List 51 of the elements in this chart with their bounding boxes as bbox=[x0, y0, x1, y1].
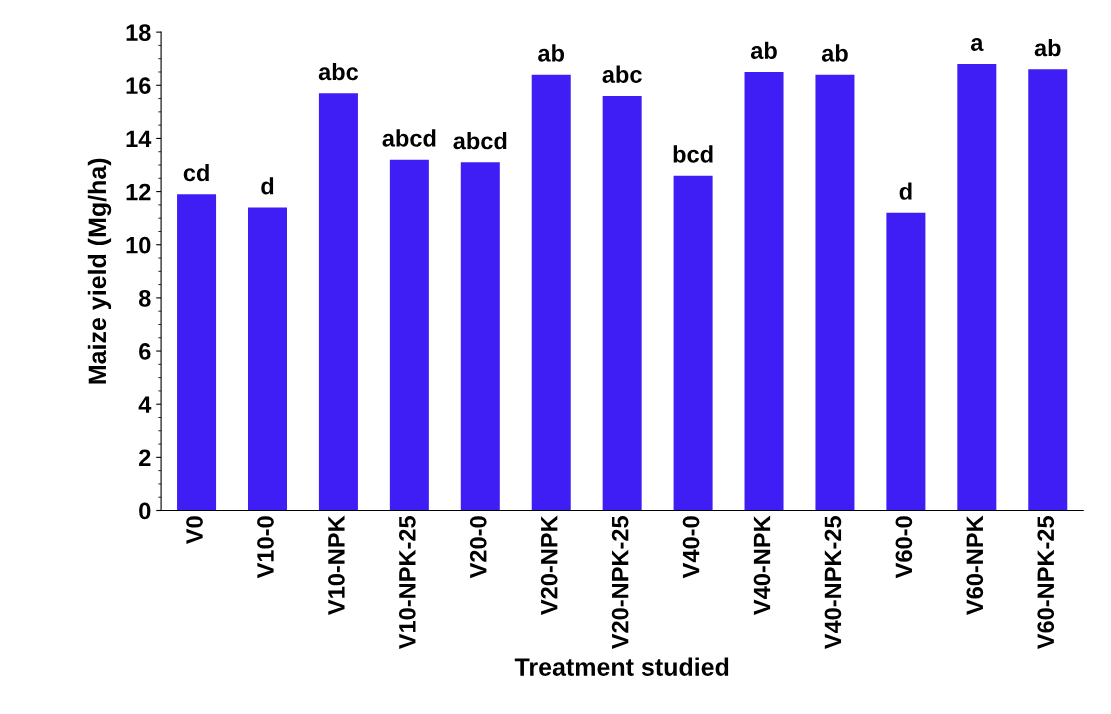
y-axis-title: Maize yield (Mg/ha) bbox=[87, 158, 112, 384]
bar bbox=[389, 159, 429, 511]
annotation: bcd bbox=[673, 145, 713, 163]
x-axis-title: Treatment studied bbox=[514, 657, 729, 676]
annotation: a bbox=[970, 38, 984, 52]
x-tick-label: V20-0 bbox=[469, 516, 487, 579]
bar bbox=[531, 74, 571, 511]
annotation: abc bbox=[318, 62, 359, 81]
y-tick-label: 18 bbox=[126, 24, 151, 41]
bar bbox=[1028, 69, 1068, 511]
annotation: abc bbox=[602, 65, 642, 83]
x-tick-label: V40-0 bbox=[682, 516, 700, 579]
x-tick-label: V60-NPK-25 bbox=[1037, 516, 1055, 650]
y-tick-label: 0 bbox=[139, 502, 151, 520]
x-tick-label: V20-NPK-25 bbox=[611, 516, 629, 650]
annotation: ab bbox=[1034, 38, 1061, 57]
bar bbox=[247, 207, 287, 511]
x-tick-label: V60-NPK bbox=[966, 515, 984, 615]
bar bbox=[460, 162, 500, 511]
bar bbox=[602, 95, 642, 511]
bar bbox=[744, 71, 784, 511]
y-tick-label: 4 bbox=[138, 396, 152, 413]
y-tick-label: 8 bbox=[138, 289, 151, 307]
x-tick-label: V60-0 bbox=[895, 516, 913, 579]
y-tick-label: 12 bbox=[126, 183, 151, 201]
annotation: ab bbox=[821, 44, 848, 62]
annotation: d bbox=[899, 182, 912, 200]
bar bbox=[177, 194, 217, 511]
annotation: cd bbox=[183, 163, 209, 182]
bar bbox=[673, 175, 713, 511]
x-tick-label: V40-NPK bbox=[753, 515, 771, 615]
x-tick-label: V0 bbox=[186, 516, 203, 545]
bar bbox=[886, 212, 926, 511]
y-tick-label: 6 bbox=[139, 343, 151, 360]
y-tick-label: 16 bbox=[126, 77, 151, 95]
annotation: ab bbox=[538, 44, 565, 62]
bar bbox=[957, 64, 997, 511]
annotation: ab bbox=[750, 41, 777, 59]
y-tick-label: 14 bbox=[126, 130, 152, 147]
annotation: abcd bbox=[453, 132, 507, 150]
annotation: abcd bbox=[382, 129, 436, 147]
bar bbox=[318, 93, 358, 511]
annotation: d bbox=[261, 177, 274, 195]
y-tick-label: 2 bbox=[139, 449, 151, 466]
x-tick-label: V10-NPK bbox=[328, 515, 345, 615]
x-tick-label: V20-NPK bbox=[540, 515, 558, 615]
y-tick-label: 10 bbox=[126, 236, 151, 254]
x-tick-label: V10-NPK-25 bbox=[398, 516, 416, 650]
x-tick-label: V10-0 bbox=[257, 516, 274, 579]
bar bbox=[815, 74, 855, 511]
x-tick-label: V40-NPK-25 bbox=[824, 516, 842, 650]
